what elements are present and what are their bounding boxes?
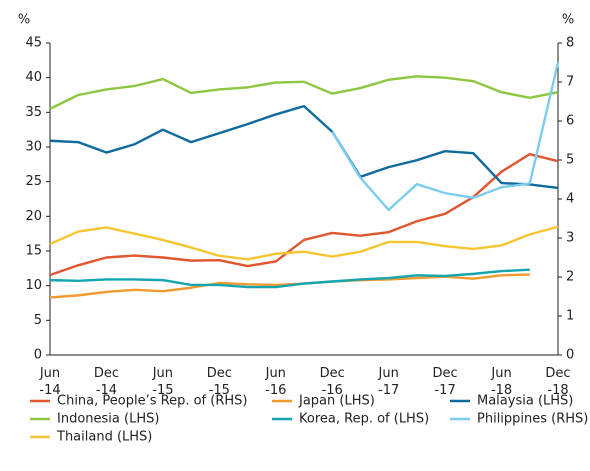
series-line (49, 268, 530, 289)
y2-tick-label: 8 (566, 36, 574, 51)
x-tick-label: Jun -17 (378, 366, 400, 398)
legend-label: Korea, Rep. of (LHS) (299, 412, 429, 427)
x-tick-label: Dec -16 (320, 366, 345, 398)
y-tick-label: 45 (25, 36, 42, 51)
x-tick-label: Jun -18 (490, 366, 512, 398)
legend-label: Malaysia (LHS) (477, 394, 573, 409)
y-tick-label: 40 (25, 70, 42, 85)
legend-label: Japan (LHS) (298, 394, 375, 409)
x-tick-label: Jun -14 (39, 366, 61, 398)
y-tick-label: 35 (25, 105, 42, 120)
y-tick-label: 5 (34, 313, 42, 328)
x-tick-label: Jun -16 (265, 366, 287, 398)
y2-tick-label: 5 (566, 153, 574, 168)
y-tick-label: 20 (25, 209, 42, 224)
y-tick-label: 30 (25, 140, 42, 155)
y-tick-label: 25 (25, 174, 42, 189)
legend-label: Indonesia (LHS) (57, 412, 159, 427)
y2-tick-label: 0 (566, 348, 574, 363)
x-tick-label: Dec -18 (545, 366, 570, 398)
y-tick-label: 10 (25, 278, 42, 293)
y-tick-label: 15 (25, 244, 42, 259)
series-line (49, 225, 559, 261)
y2-tick-label: 6 (566, 114, 574, 129)
y2-tick-label: 7 (566, 75, 574, 90)
x-tick-label: Dec -17 (433, 366, 458, 398)
y2-tick-label: 1 (566, 309, 574, 324)
x-tick-label: Dec -14 (94, 366, 119, 398)
y-axis-label: % (18, 13, 30, 28)
legend-label: China, People’s Rep. of (RHS) (57, 394, 247, 409)
series-line (49, 75, 559, 110)
series-line (49, 152, 559, 277)
y2-axis-label: % (562, 13, 574, 28)
x-tick-label: Dec -15 (207, 366, 232, 398)
legend-label: Philippines (RHS) (477, 412, 588, 427)
series-line (49, 104, 559, 190)
y-tick-label: 0 (34, 348, 42, 363)
y2-tick-label: 3 (566, 231, 574, 246)
y2-tick-label: 2 (566, 270, 574, 285)
series-line (331, 62, 560, 212)
x-tick-label: Jun -15 (152, 366, 174, 398)
legend-label: Thailand (LHS) (56, 430, 152, 445)
y2-tick-label: 4 (566, 192, 574, 207)
